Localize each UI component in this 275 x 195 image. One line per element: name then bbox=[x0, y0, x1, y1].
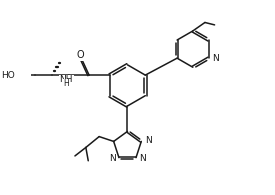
Text: N: N bbox=[109, 154, 116, 163]
Text: N: N bbox=[212, 54, 219, 63]
Text: HO: HO bbox=[1, 71, 15, 80]
Text: N: N bbox=[139, 154, 146, 163]
Text: NH: NH bbox=[60, 75, 73, 84]
Text: H: H bbox=[64, 79, 69, 88]
Text: O: O bbox=[77, 50, 84, 60]
Text: N: N bbox=[145, 136, 152, 145]
